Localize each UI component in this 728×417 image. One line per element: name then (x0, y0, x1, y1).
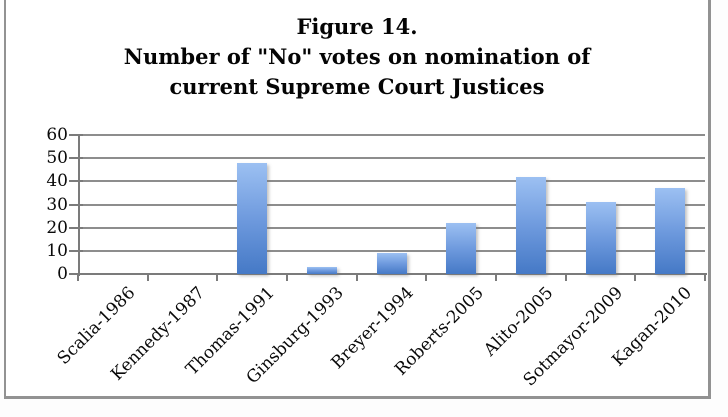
y-tick-10 (69, 249, 83, 252)
x-tick-0 (77, 274, 79, 281)
gridline-40 (78, 180, 705, 183)
y-tick-20 (69, 226, 83, 229)
y-tick-label-60: 60 (46, 125, 68, 145)
x-tick-6 (495, 274, 497, 281)
y-tick-0 (69, 273, 83, 275)
y-tick-40 (69, 180, 83, 183)
y-tick-label-30: 30 (46, 194, 68, 215)
gridline-10 (78, 249, 705, 252)
x-tick-1 (146, 274, 149, 281)
bar-ginsburg-1993 (306, 267, 337, 274)
y-tick-label-50: 50 (46, 148, 68, 169)
x-tick-2 (216, 274, 219, 281)
y-tick-label-20: 20 (46, 217, 68, 238)
gridline-50 (78, 157, 705, 160)
chart-title: Figure 14. Number of "No" votes on nomin… (6, 12, 708, 102)
x-tick-5 (425, 274, 428, 281)
x-tick-4 (355, 274, 358, 281)
bar-sotmayor-2009 (585, 202, 616, 274)
y-tick-label-10: 10 (46, 240, 68, 261)
bar-breyer-1994 (376, 253, 407, 274)
bar-thomas-1991 (237, 162, 268, 274)
chart-title-line-2: Number of "No" votes on nomination of (123, 44, 591, 69)
bar-kagan-2010 (655, 188, 686, 274)
bar-alito-2005 (515, 176, 546, 274)
chart-title-line-3: current Supreme Court Justices (169, 74, 545, 99)
y-tick-label-40: 40 (46, 171, 68, 192)
chart-frame: Figure 14. Number of "No" votes on nomin… (4, 0, 711, 399)
y-tick-50 (69, 157, 83, 160)
x-tick-3 (286, 274, 288, 281)
y-tick-60 (69, 134, 83, 136)
gridline-20 (78, 226, 705, 229)
x-tick-9 (704, 274, 706, 281)
gridline-60 (78, 134, 705, 136)
x-tick-8 (634, 274, 637, 281)
gridline-30 (78, 203, 705, 206)
bar-roberts-2005 (446, 223, 477, 274)
chart-title-line-1: Figure 14. (296, 14, 418, 39)
y-tick-30 (69, 203, 83, 206)
x-tick-7 (564, 274, 567, 281)
x-axis-line (78, 273, 707, 275)
y-tick-label-0: 0 (57, 264, 68, 284)
